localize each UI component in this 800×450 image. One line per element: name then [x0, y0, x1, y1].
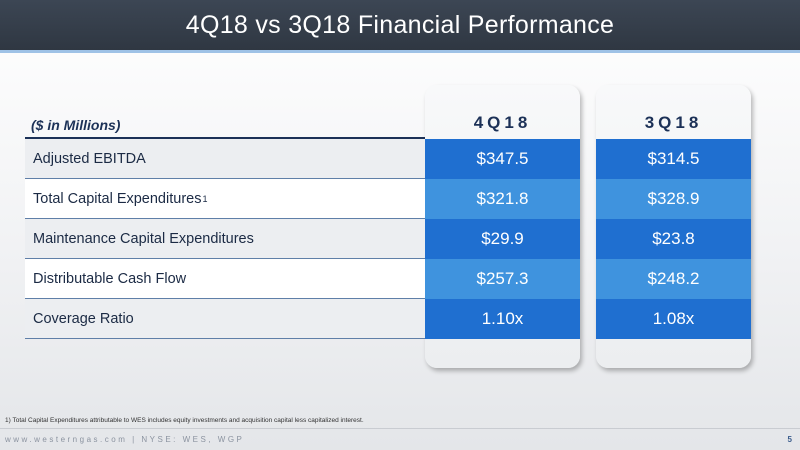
- row-label: Total Capital Expenditures 1: [25, 179, 425, 219]
- header-rule: [25, 137, 425, 139]
- row-label-text: Total Capital Expenditures: [33, 191, 202, 207]
- value-4q18: $257.3: [425, 259, 580, 299]
- value-3q18: $314.5: [596, 139, 751, 179]
- row-label-text: Coverage Ratio: [33, 311, 134, 327]
- row-divider: [25, 258, 425, 259]
- row-divider: [25, 218, 425, 219]
- value-3q18: 1.08x: [596, 299, 751, 339]
- value-3q18: $23.8: [596, 219, 751, 259]
- table-row: Adjusted EBITDA $347.5 $314.5: [25, 139, 751, 179]
- value-3q18: $328.9: [596, 179, 751, 219]
- footer-website: www.westerngas.com | NYSE: WES, WGP: [5, 435, 245, 444]
- table-row: Total Capital Expenditures 1 $321.8 $328.…: [25, 179, 751, 219]
- row-label-text: Distributable Cash Flow: [33, 271, 187, 287]
- table-row: Maintenance Capital Expenditures $29.9 $…: [25, 219, 751, 259]
- page-number: 5: [787, 435, 792, 444]
- table-row: Distributable Cash Flow $257.3 $248.2: [25, 259, 751, 299]
- row-label: Distributable Cash Flow: [25, 259, 425, 299]
- row-label-text: Adjusted EBITDA: [33, 151, 146, 167]
- row-label: Adjusted EBITDA: [25, 139, 425, 179]
- column-header-3q18: 3Q18: [644, 113, 703, 132]
- page-title: 4Q18 vs 3Q18 Financial Performance: [185, 10, 615, 39]
- units-label: ($ in Millions): [31, 117, 121, 133]
- footnote: 1) Total Capital Expenditures attributab…: [5, 417, 364, 424]
- value-4q18: $321.8: [425, 179, 580, 219]
- value-3q18: $248.2: [596, 259, 751, 299]
- value-4q18: $29.9: [425, 219, 580, 259]
- column-header-4q18: 4Q18: [473, 113, 532, 132]
- footnote-marker: 1: [202, 194, 208, 204]
- title-bar: 4Q18 vs 3Q18 Financial Performance: [0, 0, 800, 50]
- value-4q18: 1.10x: [425, 299, 580, 339]
- row-divider: [25, 298, 425, 299]
- footer-divider: [0, 428, 800, 429]
- row-label-text: Maintenance Capital Expenditures: [33, 231, 254, 247]
- title-underline: [0, 50, 800, 53]
- row-divider: [25, 178, 425, 179]
- row-label: Coverage Ratio: [25, 299, 425, 339]
- table-row: Coverage Ratio 1.10x 1.08x: [25, 299, 751, 339]
- row-label: Maintenance Capital Expenditures: [25, 219, 425, 259]
- value-4q18: $347.5: [425, 139, 580, 179]
- row-divider: [25, 338, 425, 339]
